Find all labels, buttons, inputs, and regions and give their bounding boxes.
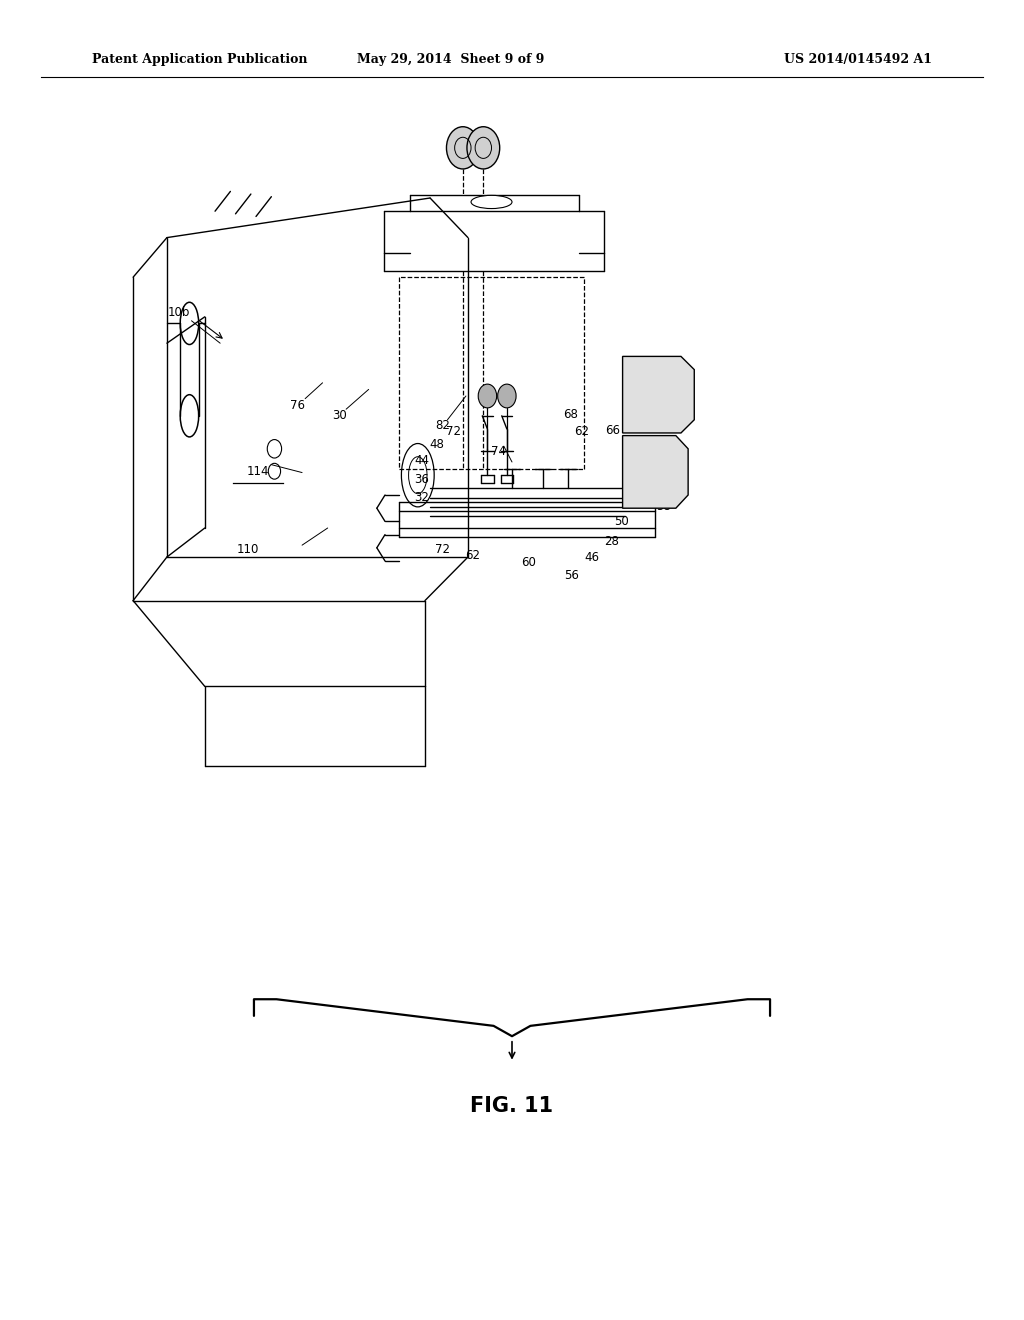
Text: 48: 48 <box>430 438 444 451</box>
Polygon shape <box>623 356 694 433</box>
Text: 72: 72 <box>446 425 461 438</box>
Text: 110: 110 <box>237 543 259 556</box>
Text: 58: 58 <box>656 500 671 513</box>
Circle shape <box>498 384 516 408</box>
Text: 36: 36 <box>415 473 429 486</box>
Text: 114: 114 <box>247 465 269 478</box>
Polygon shape <box>623 436 688 508</box>
Text: 62: 62 <box>574 425 589 438</box>
Text: US 2014/0145492 A1: US 2014/0145492 A1 <box>783 53 932 66</box>
Text: 62: 62 <box>466 549 480 562</box>
Text: 66: 66 <box>605 424 620 437</box>
Text: 10b: 10b <box>168 306 190 319</box>
Circle shape <box>478 384 497 408</box>
Text: 82: 82 <box>435 418 450 432</box>
Text: 72: 72 <box>435 543 450 556</box>
Text: 74: 74 <box>492 445 506 458</box>
Text: 60: 60 <box>521 556 536 569</box>
Text: 60: 60 <box>667 441 681 454</box>
Text: 76: 76 <box>291 399 305 412</box>
Text: May 29, 2014  Sheet 9 of 9: May 29, 2014 Sheet 9 of 9 <box>357 53 544 66</box>
Text: 56: 56 <box>564 569 579 582</box>
Text: 50: 50 <box>614 515 629 528</box>
Text: 68: 68 <box>563 408 578 421</box>
Circle shape <box>467 127 500 169</box>
Text: 32: 32 <box>415 491 429 504</box>
Text: 30: 30 <box>333 409 347 422</box>
Text: 28: 28 <box>604 535 618 548</box>
Text: 44: 44 <box>415 454 429 467</box>
Circle shape <box>446 127 479 169</box>
Text: 42: 42 <box>636 487 650 500</box>
Text: Patent Application Publication: Patent Application Publication <box>92 53 307 66</box>
Text: 46: 46 <box>585 550 599 564</box>
Text: FIG. 11: FIG. 11 <box>470 1096 554 1115</box>
Ellipse shape <box>471 195 512 209</box>
